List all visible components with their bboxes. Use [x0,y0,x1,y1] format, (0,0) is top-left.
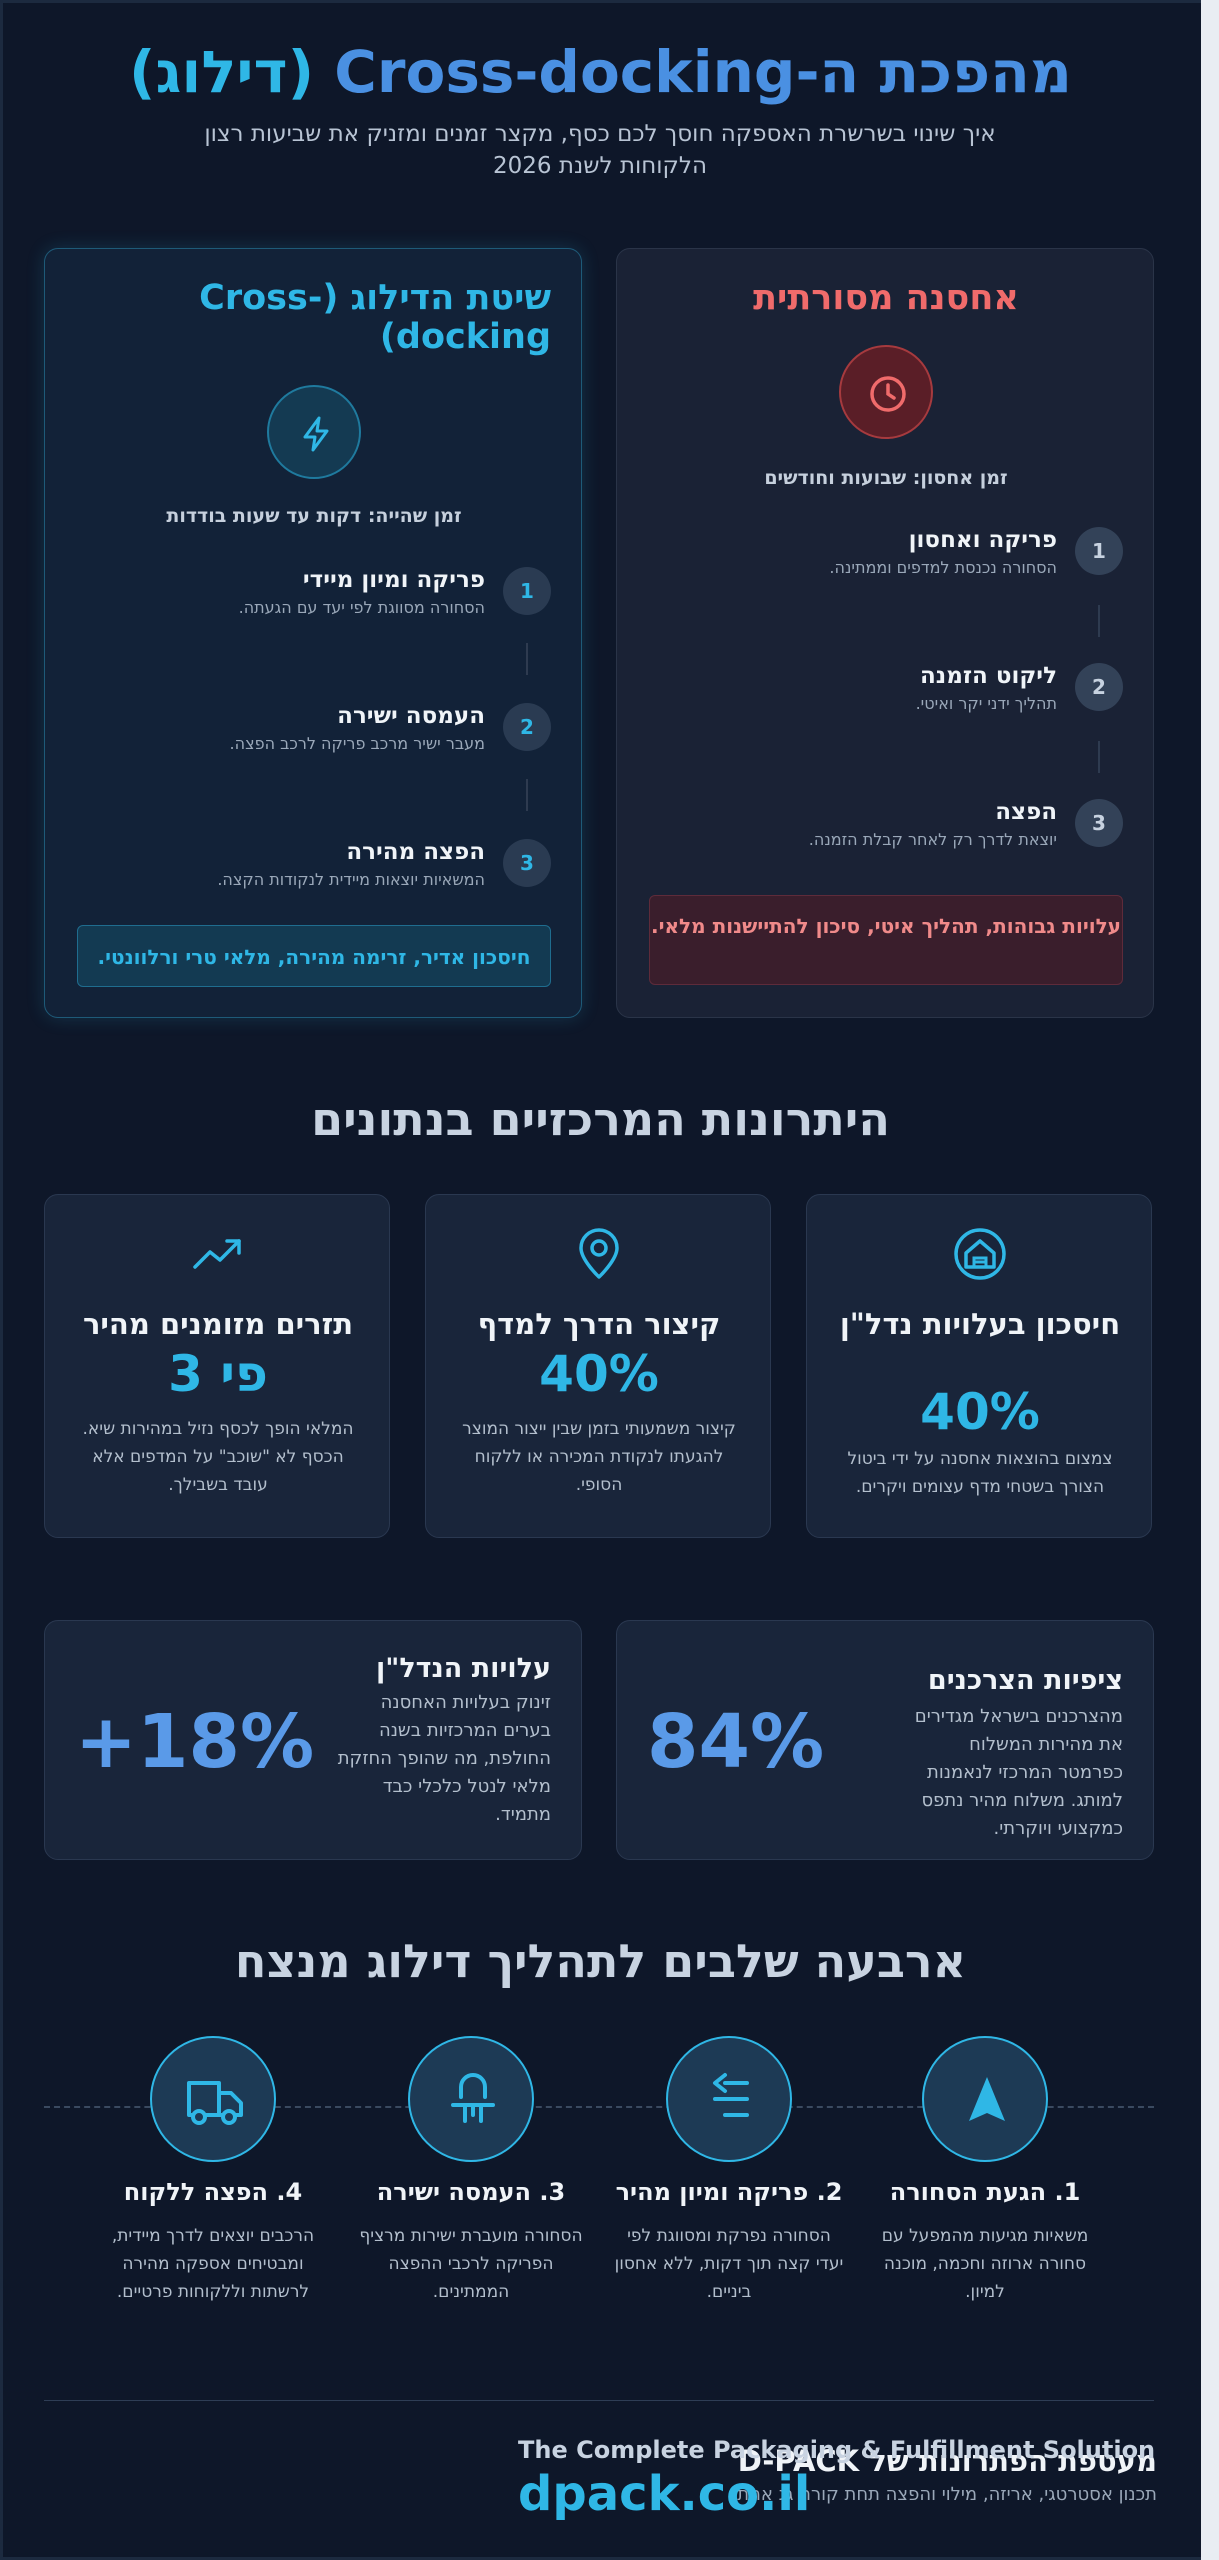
step-desc: מעבר ישיר מרכב פריקה לרכב הפצה. [229,734,485,753]
step-desc: הסחורה נכנסת למדפים וממתינה. [829,558,1057,577]
title-part-1: מהפכת ה-Cross-docking [334,38,1072,106]
stat-card-cashflow: תזרים מזומנים מהיר פי 3 המלאי הופך לכסף … [44,1194,390,1538]
step-connector [526,779,528,811]
traditional-storage-card: אחסנה מסורתית זמן אחסון: שבועות וחודשים … [616,248,1154,1018]
step-number: 3 [1075,799,1123,847]
wide-stat-value: +18% [75,1699,315,1785]
stat-value: פי 3 [168,1345,268,1403]
step-desc: תהליך ידני יקר ואיטי. [915,694,1057,713]
lightning-icon [267,385,361,479]
scrollbar-track[interactable] [1201,0,1219,2560]
step-connector [526,643,528,675]
advantages-title: היתרונות המרכזיים בנתונים [311,1092,890,1146]
wide-stat-desc: זינוק בעלויות האחסנה בערים המרכזיות בשנה… [337,1692,551,1825]
traditional-step-2: 2 ליקוט הזמנה תהליך ידני יקר ואיטי. [653,663,1123,723]
clock-icon [839,345,933,439]
map-pin-icon [579,1228,619,1279]
traditional-time: זמן אחסון: שבועות וחודשים [764,467,1008,489]
crossdocking-title: שיטת הדילוג (Cross-docking) [199,278,551,357]
step-number: 3 [503,839,551,887]
step-title: העמסה ישירה [337,703,485,729]
wide-stat-title: ציפיות הצרכנים [927,1665,1123,1696]
process-step-desc: הרכבים יוצאים לדרך מיידית, ומבטיחים אספק… [111,2226,315,2302]
stat-title: תזרים מזומנים מהיר [82,1307,354,1341]
process-step-desc: הסחורה מועברת ישירות מרציף הפריקה לרכבי … [359,2226,583,2302]
wide-stat-desc: מהצרכנים בישראל מגדירים את מהירות המשלוח… [914,1706,1123,1839]
step-title: פריקה ואחסון [908,527,1057,553]
process-step-1: 1. הגעת הסחורה משאיות מגיעות מהמפעל עם ס… [860,2036,1110,2326]
process-step-title: 3. העמסה ישירה [376,2178,566,2206]
warehouse-icon [954,1228,1006,1280]
arrival-icon [922,2036,1048,2162]
crossdocking-time: זמן שהייה: דקות עד שעות בודדות [166,505,462,527]
process-step-desc: משאיות מגיעות מהמפעל עם סחורה ארוזה וחכמ… [881,2226,1089,2302]
step-number: 2 [1075,663,1123,711]
footer-tagline: The Complete Packaging & Fulfillment Sol… [518,2436,1156,2464]
step-title: הפצה מהירה [346,839,485,865]
process-step-4: 4. הפצה ללקוח הרכבים יוצאים לדרך מיידית,… [88,2036,338,2326]
footer-divider [44,2400,1154,2401]
stat-desc: המלאי הופך לכסף נזיל במהירות שיא. הכסף ל… [82,1419,354,1495]
stat-value: 40% [920,1383,1040,1441]
crossdocking-step-3: 3 הפצה מהירה המשאיות יוצאות מיידית לנקוד… [81,839,551,899]
wide-stat-title: עלויות הנדל"ן [376,1653,551,1684]
truck-icon [150,2036,276,2162]
stat-value: 40% [539,1345,659,1403]
step-desc: הסחורה מסווגת לפי יעד עם הגעתה. [238,598,485,617]
process-step-title: 4. הפצה ללקוח [123,2178,303,2206]
crossdocking-note: חיסכון אדיר, זרימה מהירה, מלאי טרי ורלוו… [77,925,551,987]
transfer-icon [408,2036,534,2162]
step-title: פריקה ומיון מיידי [302,567,485,593]
footer-title: מעטפת הפתרונות של D-PACK [737,2444,1157,2478]
title-part-2: (דילוג) [128,38,315,106]
process-step-title: 1. הגעת הסחורה [889,2178,1081,2206]
process-connector [44,2106,1154,2108]
crossdocking-step-2: 2 העמסה ישירה מעבר ישיר מרכב פריקה לרכב … [81,703,551,763]
step-connector [1098,741,1100,773]
step-desc: יוצאת לדרך רק לאחר קבלת הזמנה. [808,830,1057,849]
traditional-title: אחסנה מסורתית [753,278,1019,318]
trending-up-icon [193,1239,241,1269]
stat-title: חיסכון בעלויות נדל"ן [839,1307,1121,1341]
step-desc: המשאיות יוצאות מיידית לנקודות הקצה. [217,870,485,889]
step-connector [1098,605,1100,637]
wide-stat-value: 84% [647,1699,825,1785]
step-title: ליקוט הזמנה [919,663,1057,689]
stat-desc: צמצום בהוצאות אחסנה על ידי ביטול הצורך ב… [847,1449,1113,1497]
step-number: 1 [503,567,551,615]
traditional-step-3: 3 הפצה יוצאת לדרך רק לאחר קבלת הזמנה. [653,799,1123,859]
crossdocking-card: שיטת הדילוג (Cross-docking) זמן שהייה: ד… [44,248,582,1018]
crossdocking-step-1: 1 פריקה ומיון מיידי הסחורה מסווגת לפי יע… [81,567,551,627]
step-title: הפצה [995,799,1057,825]
footer-subtitle: תכנון אסטרטגי, אריזה, מילוי והפצה תחת קו… [731,2484,1157,2505]
process-title: ארבעה שלבים לתהליך דילוג מנצח [234,1934,967,1988]
process-step-title: 2. פריקה ומיון מהיר [615,2178,843,2206]
stat-desc: קיצור משמעותי בזמן שבין ייצור המוצר להגע… [462,1419,736,1495]
step-number: 2 [503,703,551,751]
process-step-2: 2. פריקה ומיון מהיר הסחורה נפרקת ומסווגת… [604,2036,854,2326]
consumer-expectations-card: 84% ציפיות הצרכנים מהצרכנים בישראל מגדיר… [616,1620,1154,1860]
traditional-note: עלויות גבוהות, תהליך איטי, סיכון להתיישנ… [649,895,1123,985]
stat-title: קיצור הדרך למדף [477,1307,721,1341]
footer-website-link[interactable]: dpack.co.il [518,2466,811,2522]
traditional-step-1: 1 פריקה ואחסון הסחורה נכנסת למדפים וממתי… [653,527,1123,587]
real-estate-costs-card: +18% עלויות הנדל"ן זינוק בעלויות האחסנה … [44,1620,582,1860]
sorting-icon [666,2036,792,2162]
page-subtitle: איך שינוי בשרשרת האספקה חוסך לכם כסף, מק… [204,121,996,179]
step-number: 1 [1075,527,1123,575]
process-step-3: 3. העמסה ישירה הסחורה מועברת ישירות מרצי… [346,2036,596,2326]
stat-card-route: קיצור הדרך למדף 40% קיצור משמעותי בזמן ש… [425,1194,771,1538]
page-title: מהפכת ה-Cross-docking (דילוג) [0,38,1201,106]
stat-card-storage: חיסכון בעלויות נדל"ן 40% צמצום בהוצאות א… [806,1194,1152,1538]
process-step-desc: הסחורה נפרקת ומסווגת לפי יעדי קצה תוך דק… [614,2226,844,2302]
